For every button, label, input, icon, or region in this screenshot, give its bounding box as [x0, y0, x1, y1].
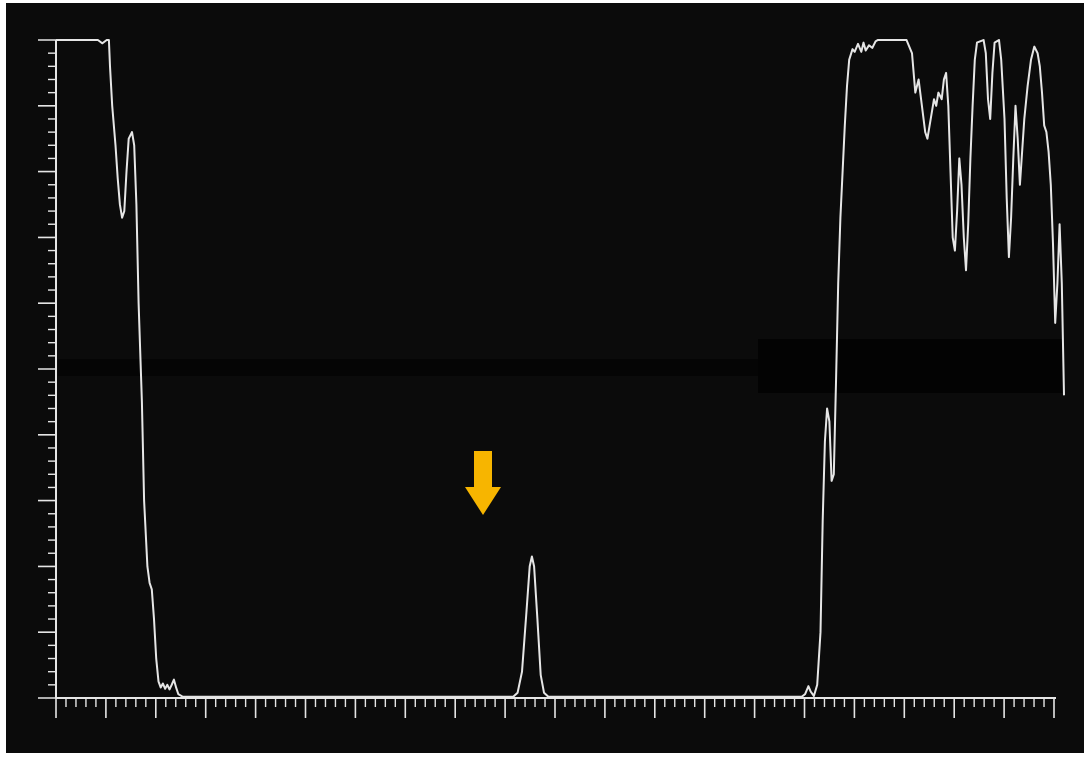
dark-band — [58, 359, 758, 376]
annotation-arrow — [465, 451, 501, 515]
dark-bands — [58, 339, 1064, 393]
dark-band — [758, 339, 1064, 393]
axes — [38, 39, 1056, 718]
line-chart — [38, 39, 1065, 718]
series-line — [56, 39, 1065, 698]
chart-frame — [6, 3, 1084, 753]
series-layer — [56, 39, 1065, 698]
annotation-layer — [465, 451, 501, 515]
